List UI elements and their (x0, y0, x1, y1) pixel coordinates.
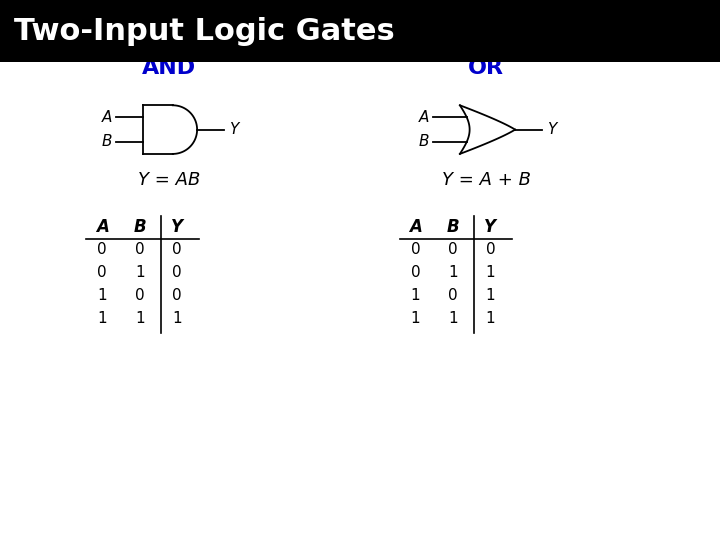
Text: 0: 0 (172, 242, 182, 258)
Text: A: A (102, 110, 112, 125)
Text: B: B (418, 134, 429, 149)
Text: 1: 1 (448, 312, 458, 327)
Text: 0: 0 (410, 265, 420, 280)
Text: A: A (409, 218, 422, 236)
Text: 1: 1 (448, 265, 458, 280)
Text: Y = AB: Y = AB (138, 171, 200, 189)
Text: Y: Y (171, 218, 183, 236)
Text: 1: 1 (97, 312, 107, 327)
Text: 0: 0 (172, 288, 182, 303)
Text: 0: 0 (135, 288, 145, 303)
Text: 0: 0 (448, 288, 458, 303)
Text: A: A (96, 218, 109, 236)
Text: Y: Y (547, 122, 557, 137)
Text: 1: 1 (485, 312, 495, 327)
Text: 0: 0 (172, 265, 182, 280)
Text: Y: Y (485, 218, 496, 236)
Text: 1: 1 (410, 312, 420, 327)
Text: 0: 0 (448, 242, 458, 258)
Text: Y: Y (230, 122, 239, 137)
Text: 0: 0 (135, 242, 145, 258)
Text: 1: 1 (410, 288, 420, 303)
Text: Y = A + B: Y = A + B (441, 171, 531, 189)
Text: B: B (133, 218, 146, 236)
Text: OR: OR (468, 58, 504, 78)
Text: 1: 1 (485, 288, 495, 303)
Text: B: B (446, 218, 459, 236)
Text: 1: 1 (135, 312, 145, 327)
Text: 0: 0 (485, 242, 495, 258)
Text: 0: 0 (97, 265, 107, 280)
Text: 1: 1 (135, 265, 145, 280)
Text: A: A (418, 110, 429, 125)
Text: 0: 0 (97, 242, 107, 258)
Text: 0: 0 (410, 242, 420, 258)
Text: Two-Input Logic Gates: Two-Input Logic Gates (14, 17, 395, 45)
Text: AND: AND (142, 58, 197, 78)
Text: 1: 1 (485, 265, 495, 280)
Text: 1: 1 (97, 288, 107, 303)
Text: 1: 1 (172, 312, 182, 327)
Text: B: B (102, 134, 112, 149)
